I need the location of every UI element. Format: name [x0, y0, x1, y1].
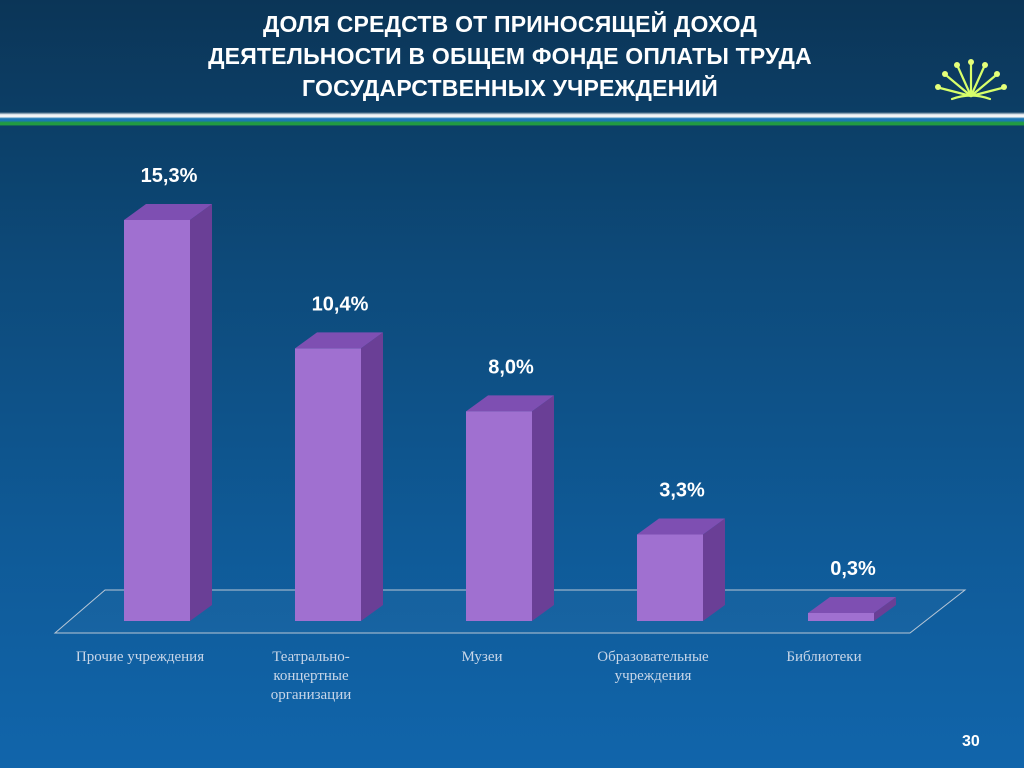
bar-side [361, 332, 383, 621]
bar-1 [295, 332, 383, 621]
slide-title: ДОЛЯ СРЕДСТВ ОТ ПРИНОСЯЩЕЙ ДОХОД ДЕЯТЕЛЬ… [90, 8, 930, 104]
category-label: Музеи [461, 649, 502, 665]
data-label: 15,3% [141, 165, 198, 187]
category-label: Прочие учреждения [76, 649, 204, 665]
bar-side [874, 597, 896, 621]
bar-front [295, 348, 361, 621]
header-stripe-band [0, 112, 1024, 126]
bar-front [808, 613, 874, 621]
bar-front [637, 534, 703, 621]
bar-top [637, 518, 725, 535]
data-label: 3,3% [659, 480, 705, 502]
page-number: 30 [962, 733, 980, 750]
category-label: Образовательные учреждения [597, 649, 709, 684]
data-label: 8,0% [488, 356, 534, 378]
category-label: Библиотеки [786, 649, 861, 665]
bar-side [703, 518, 725, 621]
title-line-3: ГОСУДАРСТВЕННЫХ УЧРЕЖДЕНИЙ [302, 75, 718, 101]
category-label: Театрально-концертные организации [271, 649, 352, 703]
title-line-1: ДОЛЯ СРЕДСТВ ОТ ПРИНОСЯЩЕЙ ДОХОД [262, 11, 758, 37]
bar-top [808, 597, 896, 613]
bar-3 [637, 518, 725, 621]
data-label: 10,4% [312, 293, 369, 315]
flower-emblem-icon [935, 59, 1007, 101]
bar-0 [124, 204, 212, 621]
bar-side [532, 395, 554, 621]
bar-4 [808, 597, 896, 621]
bar-top [295, 332, 383, 349]
bar-front [466, 411, 532, 621]
bar-top [124, 204, 212, 220]
bar-side [190, 204, 212, 621]
data-label: 0,3% [830, 558, 876, 580]
bar-top [466, 395, 554, 412]
title-line-2: ДЕЯТЕЛЬНОСТИ В ОБЩЕМ ФОНДЕ ОПЛАТЫ ТРУДА [208, 43, 812, 69]
bar-2 [466, 395, 554, 621]
bar-front [124, 220, 190, 621]
